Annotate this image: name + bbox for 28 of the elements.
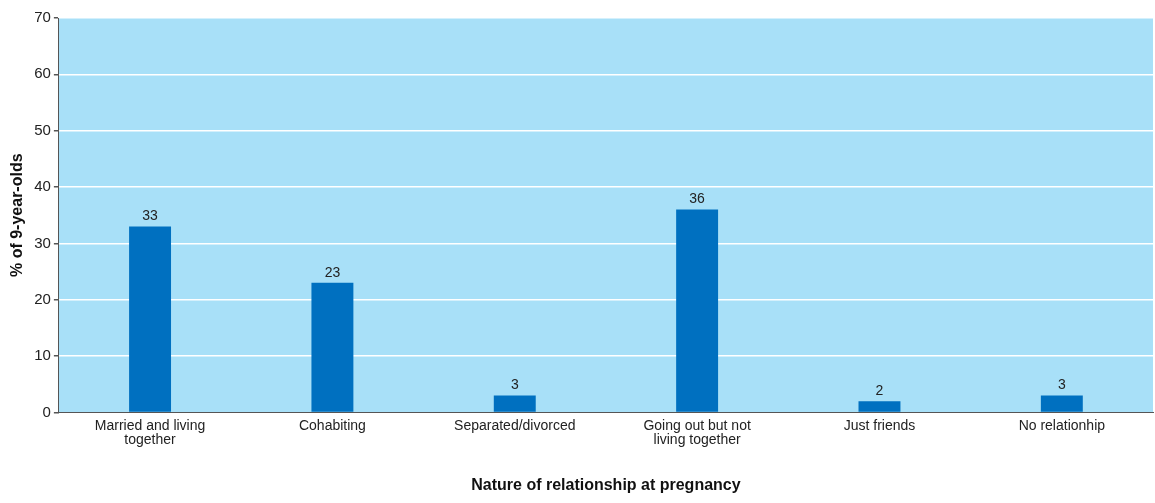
y-tick-label: 50 xyxy=(34,120,51,138)
x-tick-label: Married and living together xyxy=(94,416,206,448)
y-tick-label: 0 xyxy=(42,402,51,420)
x-tick-label: Separated/divorced xyxy=(454,416,576,433)
data-label: 2 xyxy=(875,381,884,398)
x-tick-label: Going out but not living together xyxy=(643,416,751,448)
y-tick-label: 40 xyxy=(34,177,51,195)
y-axis-title: % of 9-year-olds xyxy=(8,153,26,277)
data-label: 3 xyxy=(510,376,519,393)
y-tick-label: 30 xyxy=(34,233,51,251)
data-label: 36 xyxy=(689,190,706,207)
x-axis-title: Nature of relationship at pregnancy xyxy=(471,475,741,493)
x-tick-label: Cohabiting xyxy=(298,416,366,433)
x-tick-label: No relationhip xyxy=(1018,416,1106,433)
x-tick-label: Just friends xyxy=(843,416,916,433)
y-tick-label: 60 xyxy=(34,64,51,82)
y-tick-label: 20 xyxy=(34,289,51,307)
y-tick-label: 70 xyxy=(34,8,51,26)
bar xyxy=(129,226,172,412)
bar xyxy=(858,401,901,412)
bar xyxy=(311,282,354,412)
data-label: 33 xyxy=(142,207,159,224)
bar xyxy=(676,209,719,412)
data-label: 3 xyxy=(1057,376,1066,393)
bar xyxy=(1040,395,1083,412)
data-label: 23 xyxy=(324,263,341,280)
y-tick-label: 10 xyxy=(34,346,51,364)
bar xyxy=(493,395,536,412)
